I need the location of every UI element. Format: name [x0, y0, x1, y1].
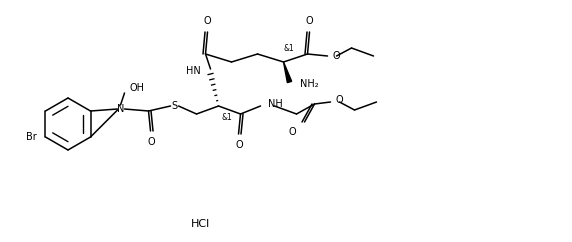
Text: NH: NH — [268, 99, 282, 109]
Text: Br: Br — [26, 132, 37, 142]
Text: NH₂: NH₂ — [300, 79, 318, 89]
Text: O: O — [305, 16, 313, 26]
Text: HCl: HCl — [190, 219, 209, 229]
Text: O: O — [332, 51, 340, 61]
Text: O: O — [289, 127, 296, 137]
Text: O: O — [336, 95, 343, 105]
Text: N: N — [117, 104, 124, 114]
Text: S: S — [172, 101, 177, 111]
Text: O: O — [148, 137, 156, 147]
Text: OH: OH — [129, 83, 145, 93]
Text: O: O — [204, 16, 211, 26]
Text: O: O — [236, 140, 243, 150]
Polygon shape — [284, 62, 292, 83]
Text: HN: HN — [186, 66, 201, 76]
Text: &1: &1 — [284, 44, 294, 53]
Text: &1: &1 — [221, 113, 232, 122]
